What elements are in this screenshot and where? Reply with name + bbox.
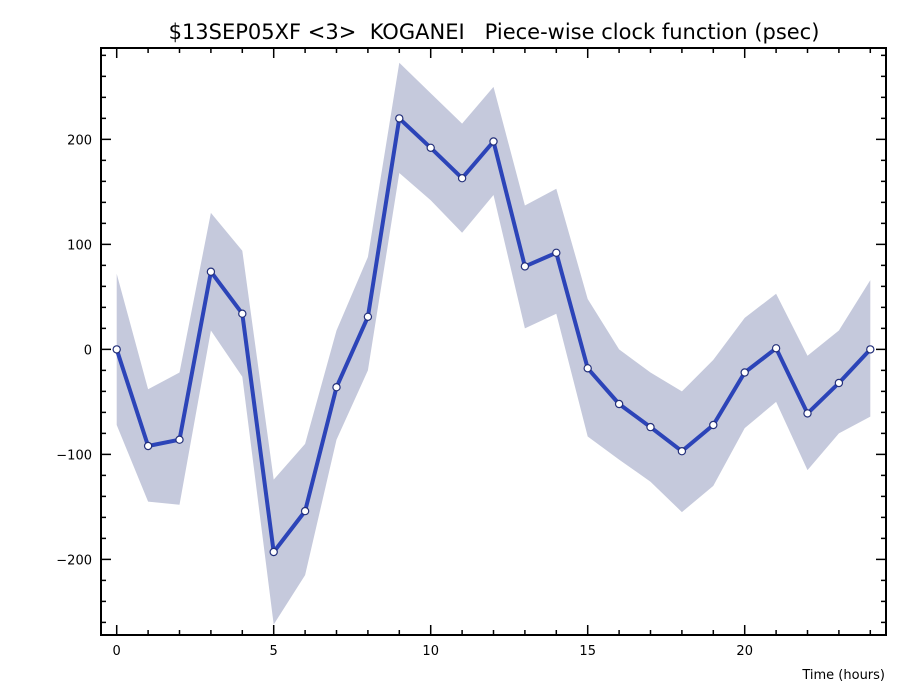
x-axis-label: Time (hours) bbox=[801, 668, 885, 683]
data-point bbox=[143, 441, 153, 451]
data-point bbox=[740, 368, 749, 377]
data-point bbox=[332, 383, 341, 392]
data-point bbox=[646, 422, 655, 432]
data-point bbox=[457, 173, 467, 183]
data-point bbox=[583, 364, 592, 373]
data-point bbox=[269, 547, 278, 557]
chart-title: $13SEP05XF <3> KOGANEI Piece-wise clock … bbox=[169, 20, 820, 44]
y-tick-label: 100 bbox=[67, 238, 92, 253]
uncertainty-band-layer bbox=[116, 62, 871, 625]
data-point bbox=[803, 409, 812, 418]
x-tick-label: 10 bbox=[422, 644, 439, 659]
data-point bbox=[614, 399, 624, 409]
data-point bbox=[552, 248, 561, 257]
data-point bbox=[771, 344, 781, 353]
data-point bbox=[834, 378, 844, 388]
data-point bbox=[300, 506, 310, 516]
data-point bbox=[426, 143, 435, 152]
uncertainty-band bbox=[116, 62, 871, 625]
x-tick-label: 0 bbox=[113, 644, 121, 659]
data-point bbox=[112, 345, 121, 354]
x-tick-label: 5 bbox=[270, 644, 278, 659]
x-tick-label: 20 bbox=[736, 644, 753, 659]
y-tick-label: 0 bbox=[84, 343, 92, 358]
data-point bbox=[395, 114, 404, 123]
data-point bbox=[677, 447, 687, 456]
data-point bbox=[709, 420, 718, 430]
data-point bbox=[866, 345, 875, 354]
tick-layer: 0 5 10 15 20 −200 −100 0 100 200 bbox=[56, 48, 886, 659]
data-point bbox=[520, 262, 530, 271]
y-tick-label: −200 bbox=[56, 553, 92, 568]
x-tick-label: 15 bbox=[579, 644, 596, 659]
data-point bbox=[238, 309, 247, 318]
data-marker-layer bbox=[112, 114, 875, 557]
data-point bbox=[175, 435, 184, 444]
y-tick-label: −100 bbox=[56, 448, 92, 463]
data-point bbox=[363, 312, 373, 321]
y-tick-label: 200 bbox=[67, 133, 92, 148]
data-point bbox=[206, 267, 216, 276]
data-point bbox=[489, 137, 498, 146]
